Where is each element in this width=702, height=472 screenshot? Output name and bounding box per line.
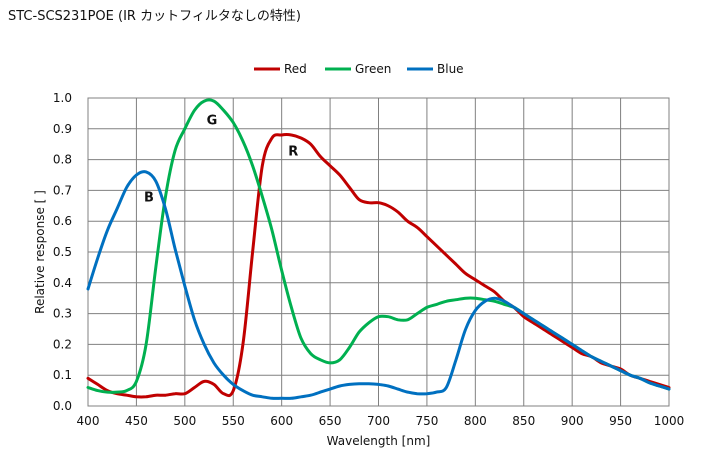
y-tick-label: 0.7 (53, 183, 72, 197)
x-tick-label: 850 (512, 414, 535, 428)
y-tick-label: 0.6 (53, 214, 72, 228)
y-tick-label: 0.3 (53, 307, 72, 321)
x-tick-label: 700 (367, 414, 390, 428)
y-tick-label: 0.0 (53, 399, 72, 413)
legend-label-blue: Blue (437, 62, 464, 76)
y-axis-ticks: 0.0 0.1 0.2 0.3 0.4 0.5 0.6 0.7 0.8 0.9 1.0 (53, 91, 72, 413)
plot-frame (87, 97, 670, 407)
y-tick-label: 0.5 (53, 245, 72, 259)
curve-label-g: G (207, 114, 218, 129)
annotations: G R B (144, 114, 298, 206)
x-axis-label: Wavelength [nm] (327, 434, 431, 448)
y-tick-label: 1.0 (53, 91, 72, 105)
y-axis-label: Relative response [ ] (33, 190, 47, 314)
x-tick-label: 550 (222, 414, 245, 428)
x-tick-label: 750 (415, 414, 438, 428)
page-title: STC-SCS231POE (IR カットフィルタなしの特性) (8, 9, 301, 24)
series-line-blue (86, 170, 671, 400)
legend: Red Green Blue (254, 62, 464, 76)
series-line-red (86, 133, 671, 399)
x-axis-ticks: 400 450 500 550 600 650 700 750 800 850 900 950 1000 (77, 414, 685, 428)
x-tick-label: 900 (561, 414, 584, 428)
x-tick-label: 500 (173, 414, 196, 428)
legend-label-red: Red (284, 62, 307, 76)
series-layer (86, 98, 671, 400)
curve-label-r: R (288, 144, 298, 159)
x-tick-label: 450 (125, 414, 148, 428)
curve-label-b: B (144, 191, 154, 206)
legend-label-green: Green (355, 62, 391, 76)
x-tick-label: 950 (609, 414, 632, 428)
x-tick-label: 1000 (654, 414, 685, 428)
x-tick-label: 400 (77, 414, 100, 428)
y-tick-label: 0.4 (53, 276, 72, 290)
x-tick-label: 650 (319, 414, 342, 428)
y-tick-label: 0.2 (53, 337, 72, 351)
y-tick-label: 0.8 (53, 153, 72, 167)
y-tick-label: 0.9 (53, 122, 72, 136)
x-tick-label: 800 (464, 414, 487, 428)
x-tick-label: 600 (270, 414, 293, 428)
y-tick-label: 0.1 (53, 368, 72, 382)
